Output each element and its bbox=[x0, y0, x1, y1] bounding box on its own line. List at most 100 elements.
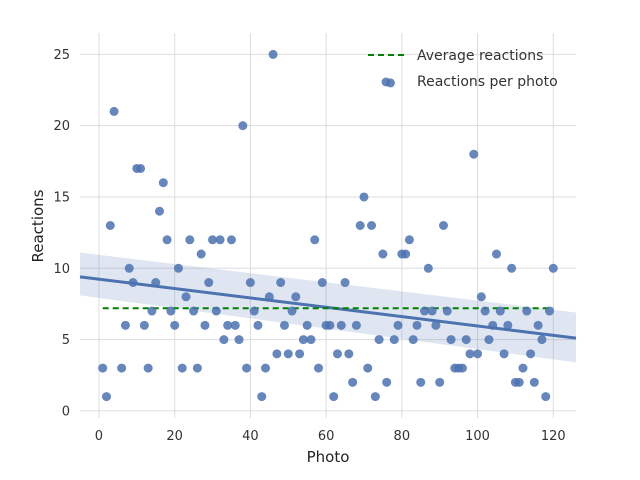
data-point bbox=[507, 263, 517, 273]
data-point bbox=[461, 335, 471, 345]
data-point bbox=[306, 335, 316, 345]
data-point bbox=[325, 320, 335, 330]
data-point bbox=[317, 278, 327, 288]
data-point bbox=[363, 363, 373, 373]
data-point bbox=[529, 377, 539, 387]
data-point bbox=[136, 163, 146, 173]
data-point bbox=[431, 320, 441, 330]
y-tick-label: 5 bbox=[62, 333, 70, 348]
x-tick-labels: 0 20 40 60 80 100 120 bbox=[95, 429, 566, 444]
data-point bbox=[522, 306, 532, 316]
data-point bbox=[416, 377, 426, 387]
data-point bbox=[514, 377, 524, 387]
data-point bbox=[367, 221, 377, 230]
data-point bbox=[435, 377, 445, 387]
data-point bbox=[261, 363, 271, 373]
data-point bbox=[544, 306, 554, 316]
data-point bbox=[404, 235, 414, 245]
data-point bbox=[340, 278, 350, 288]
data-point bbox=[359, 192, 369, 202]
data-point bbox=[173, 263, 183, 273]
data-point bbox=[442, 306, 452, 316]
data-point bbox=[196, 249, 206, 259]
data-point bbox=[139, 320, 149, 330]
data-point bbox=[329, 392, 339, 402]
data-point bbox=[230, 320, 240, 330]
data-point bbox=[465, 349, 475, 359]
data-point bbox=[143, 363, 153, 373]
data-point bbox=[473, 349, 483, 359]
data-point bbox=[170, 320, 180, 330]
data-point bbox=[155, 206, 165, 216]
data-point bbox=[518, 363, 528, 373]
y-tick-labels: 0 5 10 15 20 25 bbox=[53, 48, 70, 419]
data-point bbox=[495, 306, 505, 316]
data-point bbox=[499, 349, 509, 359]
data-point bbox=[533, 320, 543, 330]
data-point bbox=[401, 249, 411, 259]
data-point bbox=[370, 392, 380, 402]
data-point bbox=[476, 292, 486, 302]
data-point bbox=[287, 306, 297, 316]
data-point bbox=[420, 306, 430, 316]
data-point bbox=[488, 320, 498, 330]
legend: Average reactions Reactions per photo bbox=[368, 48, 558, 90]
data-point bbox=[427, 306, 437, 316]
data-point bbox=[185, 235, 195, 245]
data-point bbox=[102, 392, 112, 402]
data-point bbox=[491, 249, 501, 259]
data-point bbox=[423, 263, 433, 273]
data-point bbox=[503, 320, 513, 330]
y-tick-label: 10 bbox=[53, 262, 70, 277]
data-point bbox=[253, 320, 263, 330]
data-point bbox=[283, 349, 293, 359]
scatter-points bbox=[98, 49, 558, 402]
data-point bbox=[192, 363, 202, 373]
legend-points-label: Reactions per photo bbox=[417, 74, 558, 90]
data-point bbox=[295, 349, 305, 359]
data-point bbox=[272, 349, 282, 359]
data-point bbox=[117, 363, 127, 373]
data-point bbox=[124, 263, 134, 273]
data-point bbox=[147, 306, 157, 316]
data-point bbox=[548, 263, 558, 273]
y-axis-label: Reactions bbox=[29, 189, 47, 262]
data-point bbox=[162, 235, 172, 245]
data-point bbox=[234, 335, 244, 345]
data-point bbox=[208, 235, 218, 245]
y-tick-label: 20 bbox=[53, 119, 70, 134]
data-point bbox=[189, 306, 199, 316]
data-point bbox=[279, 320, 289, 330]
x-tick-label: 80 bbox=[394, 429, 411, 444]
data-point bbox=[276, 278, 286, 288]
data-point bbox=[226, 235, 236, 245]
data-point bbox=[480, 306, 490, 316]
data-point bbox=[98, 363, 108, 373]
data-point bbox=[177, 363, 187, 373]
data-point bbox=[348, 377, 358, 387]
data-point bbox=[412, 320, 422, 330]
data-point bbox=[355, 221, 365, 230]
x-tick-label: 20 bbox=[166, 429, 183, 444]
x-axis-label: Photo bbox=[307, 448, 350, 466]
data-point bbox=[223, 320, 233, 330]
data-point bbox=[238, 121, 248, 131]
x-tick-label: 0 bbox=[95, 429, 103, 444]
legend-average-label: Average reactions bbox=[417, 48, 543, 64]
data-point bbox=[537, 335, 547, 345]
data-point bbox=[242, 363, 252, 373]
data-point bbox=[257, 392, 267, 402]
data-point bbox=[457, 363, 467, 373]
y-tick-label: 0 bbox=[62, 404, 70, 419]
data-point bbox=[484, 335, 494, 345]
y-tick-label: 25 bbox=[53, 48, 70, 63]
data-point bbox=[469, 149, 479, 159]
data-point bbox=[151, 278, 161, 288]
data-point bbox=[374, 335, 384, 345]
data-point bbox=[264, 292, 274, 302]
data-point bbox=[211, 306, 221, 316]
x-tick-label: 60 bbox=[318, 429, 335, 444]
data-point bbox=[158, 178, 168, 188]
y-tick-label: 15 bbox=[53, 190, 70, 205]
